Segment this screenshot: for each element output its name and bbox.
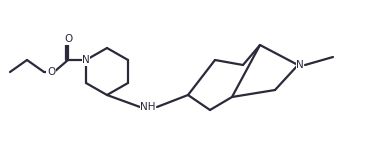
Text: O: O bbox=[47, 67, 55, 77]
Text: N: N bbox=[82, 55, 90, 65]
Text: O: O bbox=[64, 34, 72, 44]
Text: N: N bbox=[296, 60, 304, 70]
Text: NH: NH bbox=[140, 102, 156, 112]
